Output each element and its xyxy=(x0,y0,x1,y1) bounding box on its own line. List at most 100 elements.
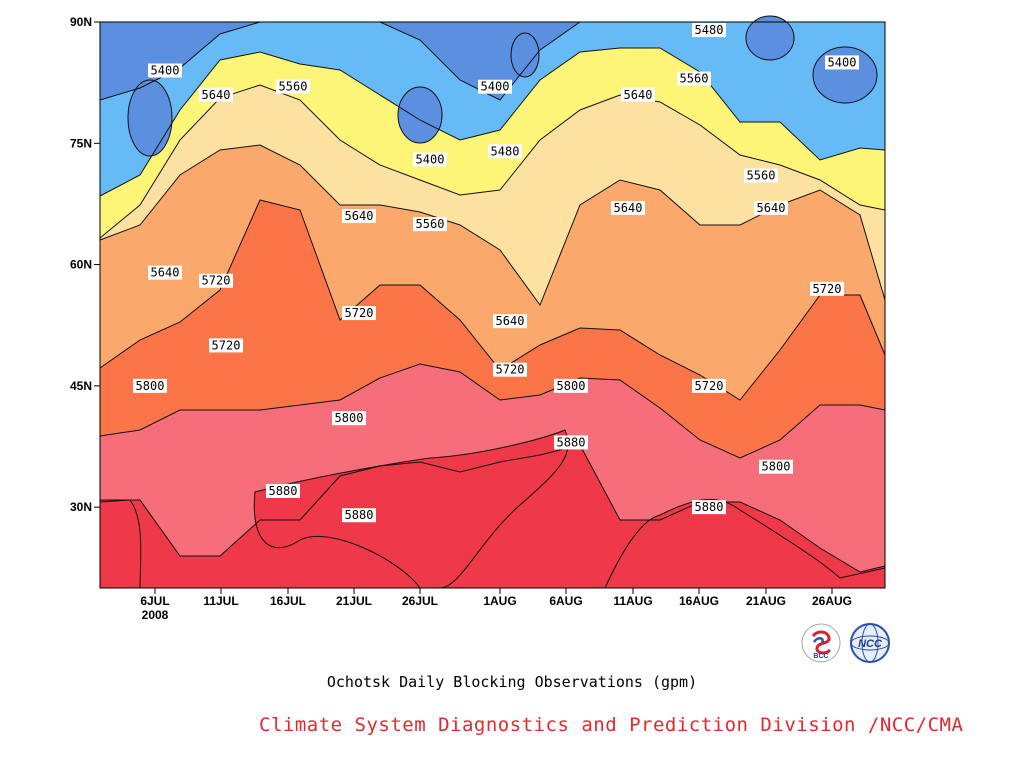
contour-label: 5480 xyxy=(491,144,520,158)
contour-label: 5800 xyxy=(136,379,165,393)
contour-label: 5640 xyxy=(151,266,180,280)
bcc-logo-label: BCC xyxy=(813,653,828,660)
x-tick-label: 21AUG xyxy=(746,594,786,608)
contour-label: 5800 xyxy=(762,460,791,474)
contour-label-box xyxy=(554,378,588,393)
contour-label: 5880 xyxy=(269,484,298,498)
contour-label: 5880 xyxy=(345,508,374,522)
x-tick-label: 6AUG xyxy=(549,594,582,608)
contour-label-box xyxy=(759,459,793,474)
pocket-5880-left xyxy=(99,499,142,589)
x-tick-label: 11AUG xyxy=(613,594,652,608)
y-tick-label: 75N xyxy=(70,136,92,150)
contour-label-box xyxy=(413,217,447,232)
contour-label: 5400 xyxy=(151,64,180,78)
contour-label: 5640 xyxy=(624,88,653,102)
plot-frame xyxy=(99,21,886,589)
low-pocket-0 xyxy=(127,79,173,157)
contour-label-box xyxy=(621,87,655,102)
contour-label-box xyxy=(744,168,778,183)
contour-label-box xyxy=(488,144,522,159)
contour-label: 5480 xyxy=(695,23,724,37)
contour-label-box xyxy=(493,362,527,377)
contour-label-box xyxy=(266,483,300,498)
contour-labels: 5400 5640 5560 5400 5400 5480 5480 5560 5640 5400… xyxy=(133,23,859,523)
ncc-logo-label: NCC xyxy=(858,638,883,650)
contour-5880 xyxy=(100,444,886,573)
contour-label-box xyxy=(148,63,182,78)
y-axis: 30N 45N 60N 75N 90N xyxy=(70,15,100,514)
contour-label: 5640 xyxy=(345,209,374,223)
contour-label: 5720 xyxy=(695,379,724,393)
band-5400_5480 xyxy=(100,22,885,196)
x-tick-year: 2008 xyxy=(142,608,169,622)
x-tick-label: 1AUG xyxy=(483,594,516,608)
contour-label: 5400 xyxy=(828,55,857,69)
contour-label: 5400 xyxy=(416,152,445,166)
low-pocket-2 xyxy=(510,32,540,78)
contour-5480 xyxy=(99,47,886,197)
contour-label: 5720 xyxy=(212,338,241,352)
bcc-logo-icon: BCC xyxy=(800,622,842,664)
low-pocket-1 xyxy=(397,86,443,144)
x-tick-label: 21JUL xyxy=(336,594,372,608)
contour-label-box xyxy=(413,152,447,167)
contour-label-box xyxy=(478,79,512,94)
contour-label: 5880 xyxy=(557,435,586,449)
contour-label-box xyxy=(199,87,233,102)
contour-label: 5640 xyxy=(757,201,786,215)
x-axis: 6JUL 11JUL 16JUL 21JUL 26JUL 1AUG 6AUG 11AUG 16A… xyxy=(140,588,852,622)
contour-label-box xyxy=(148,265,182,280)
x-tick-label: 11JUL xyxy=(203,594,238,608)
contour-label: 5560 xyxy=(279,80,308,94)
contour-label: 5560 xyxy=(747,169,776,183)
contour-label: 5640 xyxy=(496,314,525,328)
contour-label: 5720 xyxy=(202,274,231,288)
contour-label-box xyxy=(342,508,376,523)
contour-label: 5880 xyxy=(695,500,724,514)
contour-label-box xyxy=(611,200,645,215)
y-tick-label: 90N xyxy=(70,15,92,29)
contour-label: 5720 xyxy=(496,363,525,377)
x-tick-label: 26JUL xyxy=(402,594,438,608)
contour-label-box xyxy=(554,435,588,450)
contour-label: 5640 xyxy=(202,88,231,102)
y-tick-label: 60N xyxy=(70,258,92,272)
contour-label: 5800 xyxy=(557,379,586,393)
contour-label-box xyxy=(342,209,376,224)
chart-subtitle: Ochotsk Daily Blocking Observations (gpm… xyxy=(326,673,698,691)
contour-5800 xyxy=(99,363,886,459)
contour-label: 5720 xyxy=(813,282,842,296)
contour-label-box xyxy=(209,338,243,353)
contour-label-box xyxy=(810,281,844,296)
x-tick-label: 6JUL xyxy=(140,594,169,608)
contour-5560 xyxy=(99,84,886,239)
contour-label: 5720 xyxy=(345,306,374,320)
contour-label-box xyxy=(342,306,376,321)
contour-fills xyxy=(99,15,886,589)
contour-label: 5800 xyxy=(335,411,364,425)
contour-label-box xyxy=(692,23,726,38)
contour-label-box xyxy=(692,500,726,515)
x-tick-label: 16AUG xyxy=(679,594,719,608)
contour-label-box xyxy=(199,273,233,288)
contour-label-box xyxy=(692,378,726,393)
band-lt5400 xyxy=(100,22,885,100)
contour-label-box xyxy=(332,411,366,426)
y-tick-label: 30N xyxy=(70,500,92,514)
contour-label: 5400 xyxy=(481,80,510,94)
contour-label: 5560 xyxy=(416,217,445,231)
x-tick-label: 26AUG xyxy=(812,594,852,608)
contour-label-box xyxy=(493,314,527,329)
contour-label-box xyxy=(677,71,711,86)
credit-text: Climate System Diagnostics and Predictio… xyxy=(259,714,964,736)
contour-label-box xyxy=(825,55,859,70)
contour-label: 5640 xyxy=(614,201,643,215)
contour-label: 5560 xyxy=(680,72,709,86)
contour-label-box xyxy=(276,79,310,94)
x-tick-label: 16JUL xyxy=(270,594,306,608)
contour-label-box xyxy=(754,200,788,215)
low-pocket-4 xyxy=(745,15,795,61)
contour-label-box xyxy=(133,378,167,393)
